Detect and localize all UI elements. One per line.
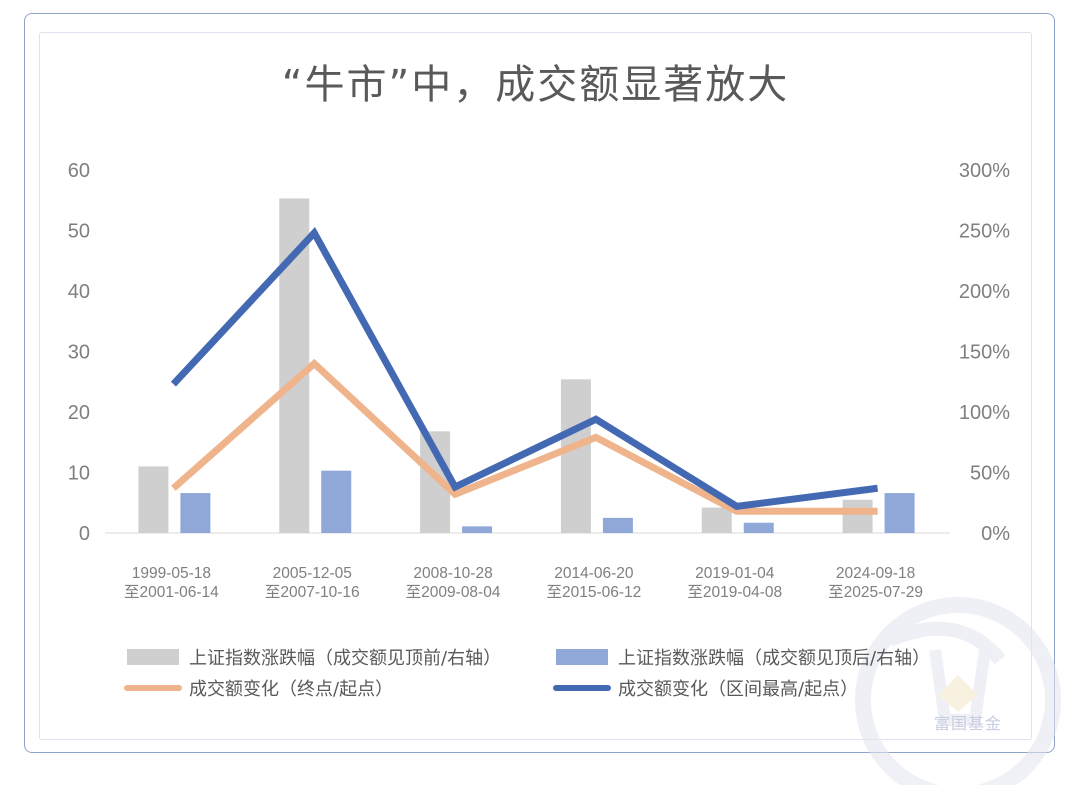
y-right-tick-label: 50% (970, 463, 1010, 485)
y-left-tick-label: 10 (68, 463, 90, 485)
line-end-over-start (171, 358, 878, 515)
bar-after-peak (884, 493, 915, 533)
chart-title: “牛市”中，成交额显著放大 (281, 62, 790, 108)
x-tick-label: 至2019-04-08 (687, 584, 782, 601)
bar-after-peak (602, 517, 633, 533)
bar-before-peak (138, 466, 169, 533)
y-right-tick-label: 300% (959, 160, 1010, 182)
x-tick-label: 2008-10-28 (413, 565, 492, 582)
x-tick-label: 至2001-06-14 (124, 584, 219, 601)
line-peak-over-start (170, 227, 879, 511)
x-tick-label: 至2009-08-04 (406, 584, 501, 601)
bar-before-peak (701, 507, 732, 533)
bar-before-peak (560, 379, 591, 533)
x-tick-label: 至2007-10-16 (265, 584, 360, 601)
y-left-tick-label: 30 (68, 342, 90, 364)
y-right-tick-label: 0% (981, 523, 1010, 545)
axes-group: 0 10 20 30 40 50 60 0% 50% 100% 150% 200% 250% 300% 19… (68, 160, 1010, 601)
x-tick-label: 1999-05-18 (132, 565, 211, 582)
legend-label: 成交额变化（终点/起点） (189, 679, 393, 700)
x-tick-label: 2005-12-05 (273, 565, 352, 582)
y-right-tick-label: 150% (959, 342, 1010, 364)
legend-label: 成交额变化（区间最高/起点） (618, 679, 858, 700)
legend-label: 上证指数涨跌幅（成交额见顶前/右轴） (189, 648, 501, 669)
bar-before-peak (842, 499, 873, 533)
x-tick-label: 至2025-07-29 (828, 584, 923, 601)
bar-after-peak (462, 526, 493, 533)
y-right-tick-label: 100% (959, 402, 1010, 424)
bar-after-peak (321, 470, 352, 533)
x-tick-label: 至2015-06-12 (547, 584, 642, 601)
legend-label: 上证指数涨跌幅（成交额见顶后/右轴） (618, 648, 930, 669)
legend-swatch (127, 649, 179, 665)
y-left-tick-label: 60 (68, 160, 90, 182)
bar-before-peak (279, 198, 310, 533)
y-left-tick-label: 20 (68, 402, 90, 424)
y-right-tick-label: 200% (959, 281, 1010, 303)
legend: 上证指数涨跌幅（成交额见顶前/右轴） 上证指数涨跌幅（成交额见顶后/右轴） 成交额变… (124, 648, 930, 700)
y-right-tick-label: 250% (959, 221, 1010, 243)
lines-group (170, 227, 879, 515)
bars-group (138, 198, 915, 533)
outer-frame (24, 13, 1055, 753)
bar-after-peak (180, 493, 211, 533)
x-tick-label: 2019-01-04 (695, 565, 775, 582)
bar-after-peak (743, 522, 774, 533)
x-tick-label: 2024-09-18 (836, 565, 915, 582)
watermark-text: 富国基金 (934, 714, 1003, 733)
y-left-tick-label: 50 (68, 221, 90, 243)
y-left-tick-label: 0 (79, 523, 90, 545)
chart-panel (39, 32, 1032, 740)
legend-swatch (556, 649, 608, 665)
x-tick-label: 2014-06-20 (554, 565, 634, 582)
y-left-tick-label: 40 (68, 281, 90, 303)
watermark-logo (855, 597, 1061, 785)
